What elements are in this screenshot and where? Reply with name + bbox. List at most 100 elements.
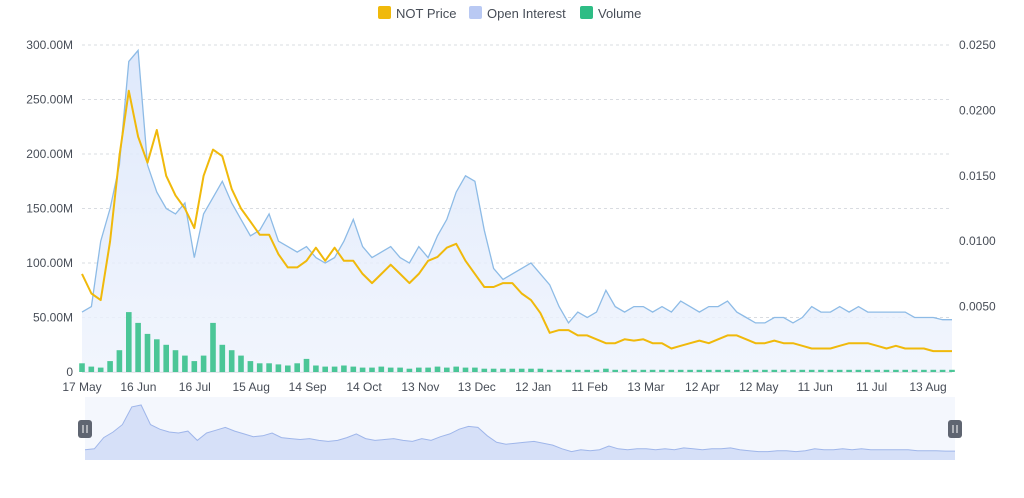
x-tick-label: 12 Apr [685,380,720,394]
volume-bar [734,369,740,372]
volume-bar [350,366,357,372]
volume-bar [743,369,749,372]
price-series [81,89,952,353]
volume-bar [537,368,544,372]
volume-bar [696,369,703,372]
volume-bar [808,369,815,372]
volume-bar [88,366,95,372]
volume-bar [939,369,946,372]
volume-bar [191,361,198,372]
volume-bar [883,369,890,372]
y-right-tick-label: 0.0100 [959,234,996,248]
volume-bar [406,368,413,372]
volume-bar [490,368,497,372]
volume-bar [434,366,441,372]
x-tick-label: 13 Aug [909,380,946,394]
navigator-handle-right-box [948,420,962,438]
volume-bar [706,369,712,372]
y-left-tick-label: 0 [66,365,73,379]
volume-bar [200,355,207,372]
volume-bar [472,367,478,372]
volume-bar [359,367,366,372]
volume-bar [79,363,85,372]
volume-bar [154,339,160,372]
volume-bar [172,350,179,372]
navigator-handle-left[interactable] [78,420,92,438]
x-tick-label: 11 Jun [798,380,833,394]
volume-bar [285,365,291,372]
navigator-line [84,404,955,453]
volume-bar [771,369,778,372]
volume-bar [126,312,132,372]
volume-bar [575,369,581,372]
volume-bar [416,367,422,372]
y-left-tick-label: 100.00M [26,256,73,270]
volume-bar [556,369,562,372]
volume-bar [509,368,516,372]
open-interest-area [82,50,952,373]
x-tick-label: 11 Jul [856,380,887,394]
y-axis-right: 0.0050 0.0100 0.0150 0.0200 0.0250 [959,38,996,314]
volume-bar [313,365,319,372]
x-tick-label: 17 May [62,380,101,394]
volume-bar [752,369,759,372]
legend-swatch-price [378,6,391,19]
volume-bar [949,369,955,372]
volume-bar [266,363,272,372]
range-navigator[interactable] [78,397,962,460]
legend-item-open-interest[interactable]: Open Interest [469,6,566,21]
x-tick-label: 13 Mar [627,380,664,394]
y-left-tick-label: 300.00M [26,38,73,52]
y-right-tick-label: 0.0250 [959,38,996,52]
volume-bar [247,361,254,372]
volume-bar [97,367,104,372]
navigator-area [85,405,955,460]
legend-item-volume[interactable]: Volume [580,6,641,21]
y-left-tick-label: 150.00M [26,202,73,216]
volume-bar [528,368,534,372]
volume-bar [163,344,169,373]
volume-bar [294,363,300,372]
y-left-tick-label: 200.00M [26,147,73,161]
open-interest-line [81,48,952,325]
y-left-tick-label: 250.00M [26,93,73,107]
volume-bar [107,361,113,372]
volume-bar [902,369,908,372]
volume-bar [790,369,796,372]
volume-bar [677,369,684,372]
volume-bar [780,369,787,372]
volume-bar [322,366,328,372]
volume-bar [565,369,572,372]
legend-item-price[interactable]: NOT Price [378,6,456,21]
volume-bar [256,363,263,372]
x-tick-label: 12 Jan [515,380,551,394]
legend-swatch-volume [580,6,593,19]
x-tick-label: 14 Oct [346,380,382,394]
volume-bar [331,366,338,372]
y-right-tick-label: 0.0200 [959,103,996,117]
volume-bar [462,367,469,372]
x-tick-label: 11 Feb [571,380,608,394]
volume-bar [341,365,347,372]
volume-bar [144,333,151,372]
volume-bar [921,369,927,372]
x-axis: 17 May 16 Jun 16 Jul 15 Aug 14 Sep 14 Oct 13 N… [62,380,946,394]
y-axis-left: 0 50.00M 100.00M 150.00M 200.00M 250.00M 300.0… [26,38,73,379]
legend-label-price: NOT Price [396,6,456,21]
y-right-tick-label: 0.0150 [959,169,996,183]
legend-label-open-interest: Open Interest [487,6,566,21]
x-tick-label: 15 Aug [233,380,270,394]
x-tick-label: 16 Jun [120,380,156,394]
y-right-tick-label: 0.0050 [959,300,996,314]
open-interest-series [81,48,952,373]
volume-bar [846,369,852,372]
navigator-handle-right[interactable] [948,420,962,438]
volume-bar [930,369,937,372]
volume-bar [612,369,618,372]
volume-bar [724,369,731,372]
volume-bar [397,367,403,372]
volume-bar [387,367,394,372]
volume-bar [182,355,188,372]
